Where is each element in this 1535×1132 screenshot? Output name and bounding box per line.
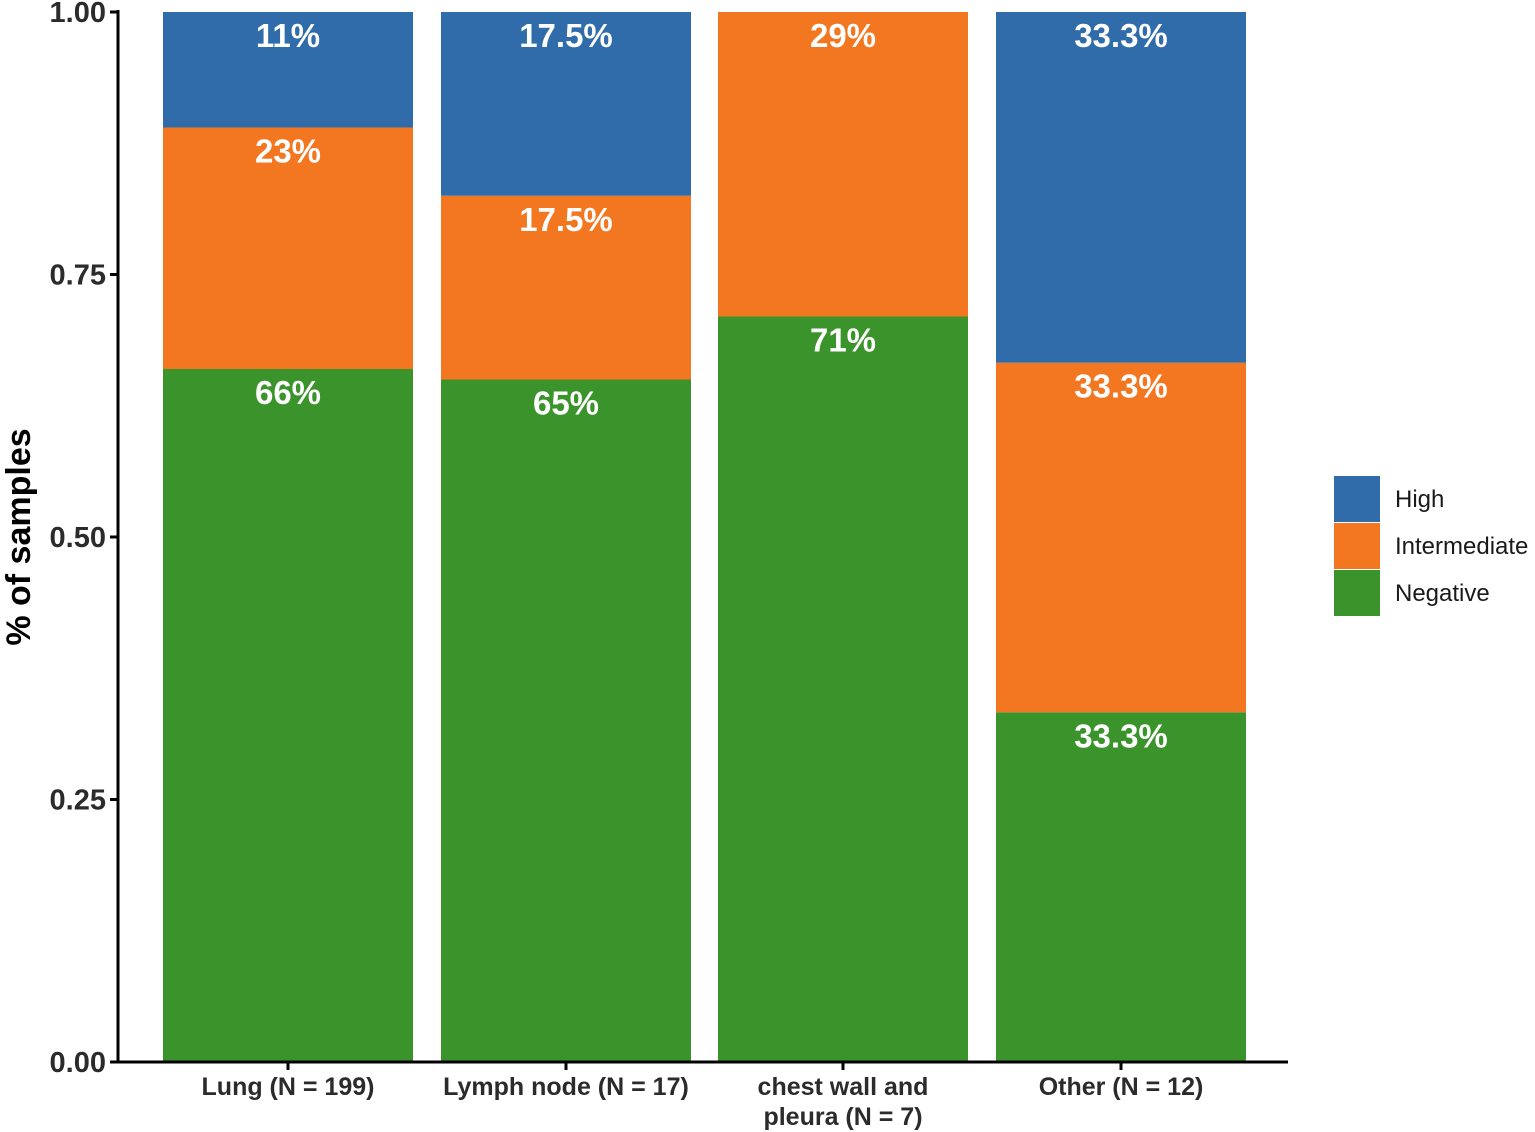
data-label-intermediate-0: 23% (255, 133, 321, 170)
legend: High Intermediate Negative (1334, 476, 1528, 616)
x-category-label: pleura (N = 7) (763, 1103, 922, 1131)
bar-segment-high-1 (441, 12, 691, 196)
bar-segment-high-0 (163, 12, 413, 128)
data-label-high-1: 17.5% (519, 17, 613, 54)
x-category-label: Lymph node (N = 17) (443, 1073, 689, 1101)
legend-label-intermediate: Intermediate (1395, 533, 1528, 560)
data-label-high-3: 33.3% (1074, 17, 1168, 54)
y-ticks-group: 0.00 0.25 0.50 0.75 1.00 (50, 0, 118, 1079)
data-labels-group: 66% 23% 11% 65% 17.5% 17.5% 71% 29% 33.3% 33.3% 33… (255, 17, 1168, 754)
y-tick-label: 0.75 (50, 260, 106, 292)
bar-segment-high-3 (996, 12, 1246, 363)
bar-segment-intermediate-1 (441, 195, 691, 380)
bar-segment-intermediate-2 (718, 12, 968, 317)
bar-segment-negative-1 (441, 379, 691, 1062)
data-label-intermediate-1: 17.5% (519, 201, 613, 238)
y-tick-label: 0.00 (50, 1047, 106, 1079)
x-category-label: Other (N = 12) (1039, 1073, 1204, 1101)
bar-segment-intermediate-0 (163, 127, 413, 369)
data-label-intermediate-2: 29% (810, 17, 876, 54)
data-label-negative-1: 65% (533, 385, 599, 422)
legend-swatch-intermediate (1334, 523, 1380, 569)
data-label-negative-2: 71% (810, 322, 876, 359)
legend-label-high: High (1395, 486, 1444, 513)
bar-segment-intermediate-3 (996, 362, 1246, 713)
y-tick-label: 0.50 (50, 522, 106, 554)
y-axis-title: % of samples (0, 428, 38, 645)
bar-segment-negative-3 (996, 712, 1246, 1062)
x-category-label: Lung (N = 199) (202, 1073, 375, 1101)
bars-group (163, 12, 1246, 1062)
legend-swatch-high (1334, 476, 1380, 522)
y-tick-label: 1.00 (50, 0, 106, 29)
legend-swatch-negative (1334, 570, 1380, 616)
data-label-negative-3: 33.3% (1074, 717, 1168, 754)
data-label-intermediate-3: 33.3% (1074, 368, 1168, 405)
data-label-high-0: 11% (256, 17, 320, 54)
bar-segment-negative-0 (163, 369, 413, 1062)
legend-label-negative: Negative (1395, 580, 1490, 607)
x-category-labels-group: Lung (N = 199) Lymph node (N = 17) chest w… (202, 1062, 1204, 1131)
x-category-label: chest wall and (758, 1073, 929, 1101)
data-label-negative-0: 66% (255, 374, 321, 411)
y-tick-label: 0.25 (50, 785, 106, 817)
bar-segment-negative-2 (718, 316, 968, 1062)
